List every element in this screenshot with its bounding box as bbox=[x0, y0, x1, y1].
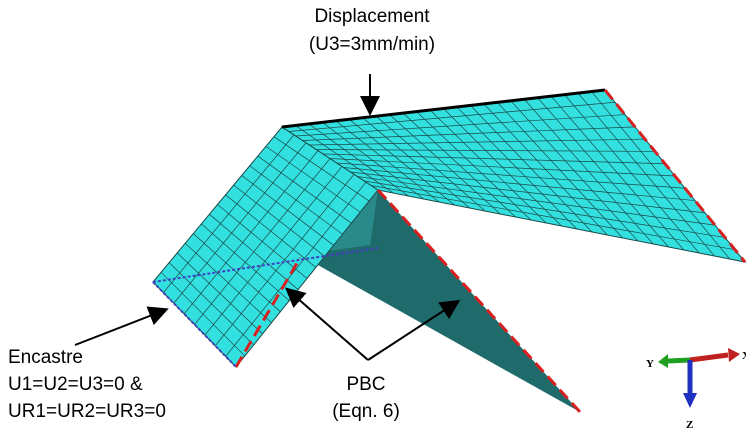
axis-label: Z bbox=[686, 419, 693, 431]
axis-triad: X Y Z bbox=[646, 348, 746, 431]
label: UR1=UR2=UR3=0 bbox=[8, 401, 166, 422]
mesh bbox=[153, 90, 745, 412]
label: (Eqn. 6) bbox=[332, 401, 400, 422]
axis-label: X bbox=[742, 350, 746, 362]
z-axis-head bbox=[683, 393, 697, 408]
arrow bbox=[75, 310, 165, 345]
label: U1=U2=U3=0 & bbox=[8, 374, 143, 395]
y-axis-head bbox=[658, 354, 668, 368]
y-axis-arrow bbox=[668, 360, 690, 361]
label: Encastre bbox=[8, 347, 83, 368]
label: Displacement bbox=[314, 6, 430, 27]
x-axis-head bbox=[728, 348, 740, 362]
axis-label: Y bbox=[646, 358, 654, 370]
arrow bbox=[288, 290, 368, 360]
x-axis-arrow bbox=[690, 355, 728, 360]
diagram: Displacement (U3=3mm/min) Encastre U1=U2… bbox=[0, 0, 746, 435]
label: PBC bbox=[346, 374, 385, 395]
label: (U3=3mm/min) bbox=[309, 34, 435, 55]
